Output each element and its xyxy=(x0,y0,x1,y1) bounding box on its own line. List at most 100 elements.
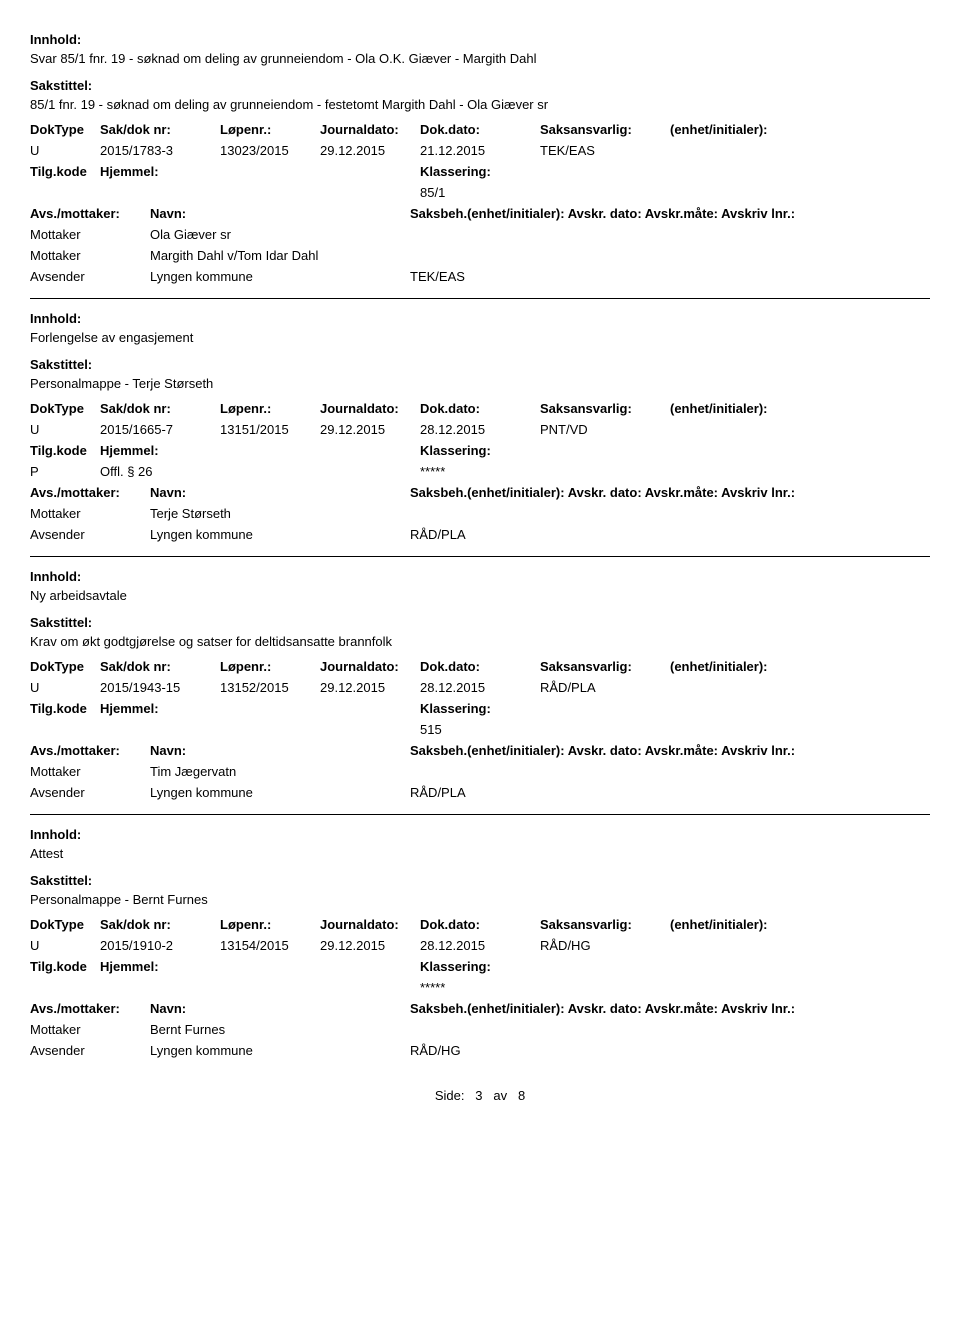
klassering-header: Klassering: xyxy=(420,959,620,974)
sakstittel-label: Sakstittel: xyxy=(30,873,930,888)
classification-value-row: POffl. § 26***** xyxy=(30,464,930,479)
meta-header-row: DokTypeSak/dok nr:Løpenr.:Journaldato:Do… xyxy=(30,659,930,674)
party-unit xyxy=(410,506,930,521)
journaldato-value: 29.12.2015 xyxy=(320,680,420,695)
enhet-value xyxy=(670,938,810,953)
tilgkode-value: P xyxy=(30,464,100,479)
party-unit: RÅD/HG xyxy=(410,1043,930,1058)
classification-value-row: 515 xyxy=(30,722,930,737)
doktype-header: DokType xyxy=(30,917,100,932)
parties-header-row: Avs./mottaker:Navn:Saksbeh.(enhet/initia… xyxy=(30,743,930,758)
saksansvarlig-value: RÅD/PLA xyxy=(540,680,670,695)
page-current: 3 xyxy=(475,1088,482,1103)
innhold-label: Innhold: xyxy=(30,311,930,326)
navn-header: Navn: xyxy=(150,1001,410,1016)
sakstittel-label: Sakstittel: xyxy=(30,615,930,630)
party-row: MottakerBernt Furnes xyxy=(30,1022,930,1037)
party-role: Mottaker xyxy=(30,764,150,779)
meta-value-row: U2015/1910-213154/201529.12.201528.12.20… xyxy=(30,938,930,953)
party-unit: TEK/EAS xyxy=(410,269,930,284)
page-total: 8 xyxy=(518,1088,525,1103)
party-row: AvsenderLyngen kommuneRÅD/PLA xyxy=(30,785,930,800)
hjemmel-header: Hjemmel: xyxy=(100,164,420,179)
entry-separator xyxy=(30,298,930,299)
party-row: MottakerMargith Dahl v/Tom Idar Dahl xyxy=(30,248,930,263)
sakstittel-label: Sakstittel: xyxy=(30,357,930,372)
enhet-header: (enhet/initialer): xyxy=(670,122,810,137)
meta-header-row: DokTypeSak/dok nr:Løpenr.:Journaldato:Do… xyxy=(30,401,930,416)
meta-value-row: U2015/1943-1513152/201529.12.201528.12.2… xyxy=(30,680,930,695)
lopenr-value: 13152/2015 xyxy=(220,680,320,695)
party-unit xyxy=(410,248,930,263)
saksbeh-header: Saksbeh.(enhet/initialer): Avskr. dato: … xyxy=(410,485,930,500)
party-unit xyxy=(410,227,930,242)
doktype-value: U xyxy=(30,680,100,695)
journaldato-header: Journaldato: xyxy=(320,401,420,416)
party-row: AvsenderLyngen kommuneRÅD/PLA xyxy=(30,527,930,542)
parties-header-row: Avs./mottaker:Navn:Saksbeh.(enhet/initia… xyxy=(30,485,930,500)
journaldato-value: 29.12.2015 xyxy=(320,143,420,158)
sakdok-header: Sak/dok nr: xyxy=(100,401,220,416)
klassering-value: ***** xyxy=(420,464,620,479)
klassering-value: 85/1 xyxy=(420,185,620,200)
sakstittel-text: Personalmappe - Terje Størseth xyxy=(30,376,930,391)
saksbeh-header: Saksbeh.(enhet/initialer): Avskr. dato: … xyxy=(410,206,930,221)
dokdato-value: 21.12.2015 xyxy=(420,143,540,158)
meta-header-row: DokTypeSak/dok nr:Løpenr.:Journaldato:Do… xyxy=(30,122,930,137)
party-name: Lyngen kommune xyxy=(150,1043,410,1058)
tilgkode-value xyxy=(30,185,100,200)
avsmottaker-header: Avs./mottaker: xyxy=(30,485,150,500)
party-row: MottakerTim Jægervatn xyxy=(30,764,930,779)
party-row: MottakerOla Giæver sr xyxy=(30,227,930,242)
lopenr-header: Løpenr.: xyxy=(220,401,320,416)
parties-header-row: Avs./mottaker:Navn:Saksbeh.(enhet/initia… xyxy=(30,1001,930,1016)
saksansvarlig-header: Saksansvarlig: xyxy=(540,659,670,674)
entry-separator xyxy=(30,814,930,815)
tilgkode-value xyxy=(30,980,100,995)
party-role: Mottaker xyxy=(30,248,150,263)
saksansvarlig-header: Saksansvarlig: xyxy=(540,122,670,137)
saksbeh-header: Saksbeh.(enhet/initialer): Avskr. dato: … xyxy=(410,1001,930,1016)
dokdato-value: 28.12.2015 xyxy=(420,680,540,695)
party-unit: RÅD/PLA xyxy=(410,785,930,800)
hjemmel-value: Offl. § 26 xyxy=(100,464,420,479)
klassering-header: Klassering: xyxy=(420,164,620,179)
tilgkode-header: Tilg.kode xyxy=(30,959,100,974)
party-name: Terje Størseth xyxy=(150,506,410,521)
party-name: Lyngen kommune xyxy=(150,785,410,800)
classification-header-row: Tilg.kodeHjemmel:Klassering: xyxy=(30,164,930,179)
sakstittel-text: Personalmappe - Bernt Furnes xyxy=(30,892,930,907)
dokdato-header: Dok.dato: xyxy=(420,917,540,932)
innhold-label: Innhold: xyxy=(30,827,930,842)
klassering-header: Klassering: xyxy=(420,443,620,458)
sakdok-header: Sak/dok nr: xyxy=(100,122,220,137)
party-role: Mottaker xyxy=(30,227,150,242)
sakstittel-text: 85/1 fnr. 19 - søknad om deling av grunn… xyxy=(30,97,930,112)
navn-header: Navn: xyxy=(150,206,410,221)
sakdok-header: Sak/dok nr: xyxy=(100,917,220,932)
journal-entry: Innhold:Forlengelse av engasjementSaksti… xyxy=(30,311,930,557)
lopenr-header: Løpenr.: xyxy=(220,917,320,932)
enhet-header: (enhet/initialer): xyxy=(670,659,810,674)
page-footer: Side: 3 av 8 xyxy=(30,1088,930,1103)
hjemmel-header: Hjemmel: xyxy=(100,959,420,974)
party-unit xyxy=(410,764,930,779)
dokdato-value: 28.12.2015 xyxy=(420,938,540,953)
saksansvarlig-value: PNT/VD xyxy=(540,422,670,437)
saksansvarlig-value: RÅD/HG xyxy=(540,938,670,953)
tilgkode-header: Tilg.kode xyxy=(30,701,100,716)
dokdato-header: Dok.dato: xyxy=(420,401,540,416)
journaldato-header: Journaldato: xyxy=(320,917,420,932)
avsmottaker-header: Avs./mottaker: xyxy=(30,1001,150,1016)
party-row: AvsenderLyngen kommuneRÅD/HG xyxy=(30,1043,930,1058)
navn-header: Navn: xyxy=(150,485,410,500)
dokdato-value: 28.12.2015 xyxy=(420,422,540,437)
avsmottaker-header: Avs./mottaker: xyxy=(30,206,150,221)
avsmottaker-header: Avs./mottaker: xyxy=(30,743,150,758)
party-role: Avsender xyxy=(30,527,150,542)
party-name: Lyngen kommune xyxy=(150,269,410,284)
party-unit: RÅD/PLA xyxy=(410,527,930,542)
innhold-label: Innhold: xyxy=(30,32,930,47)
entries-container: Innhold:Svar 85/1 fnr. 19 - søknad om de… xyxy=(30,32,930,1058)
party-name: Lyngen kommune xyxy=(150,527,410,542)
